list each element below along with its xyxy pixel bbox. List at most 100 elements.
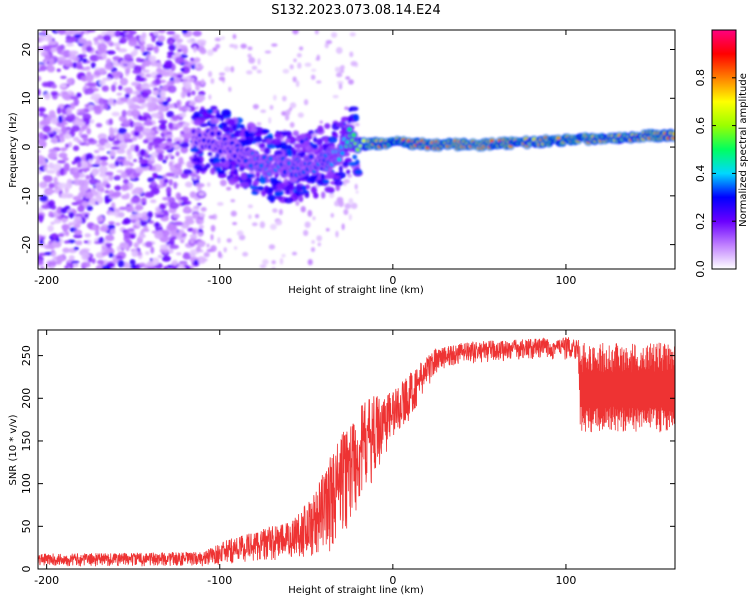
snr-x-tick-label: -100 — [207, 574, 232, 587]
spectrogram-cell — [193, 259, 199, 266]
spectrogram-cell — [333, 175, 341, 180]
spectrogram-cell — [75, 61, 83, 67]
spectrogram-cell — [281, 111, 287, 116]
spectrogram-cell — [44, 189, 54, 195]
spectrogram-cell — [73, 216, 82, 221]
spectrogram-cell — [240, 172, 248, 181]
spectrogram-cell — [140, 83, 151, 90]
spectrogram-cell — [284, 197, 294, 204]
spectrogram-cell — [114, 185, 122, 191]
spectrogram-cell — [112, 56, 121, 61]
spectrogram-cell — [41, 30, 48, 35]
spectrogram-x-label: Height of straight line (km) — [288, 285, 424, 296]
spectrogram-cell — [77, 109, 86, 113]
spectrogram-cell — [152, 172, 158, 179]
spectrogram-cell — [191, 129, 196, 134]
spectrogram-cell — [53, 219, 59, 224]
spectrogram-cell — [85, 153, 94, 161]
spectrogram-cell — [77, 37, 87, 44]
spectrogram-cell — [271, 266, 276, 269]
spectrogram-cell — [38, 181, 48, 189]
colorbar-tick-label: 0.6 — [694, 117, 707, 135]
spectrogram-cell — [240, 124, 245, 130]
spectrogram-cell — [182, 232, 187, 237]
spectrogram-cell — [85, 45, 93, 53]
spectrogram-cell — [94, 96, 99, 104]
spectrogram-cell — [63, 240, 70, 244]
spectrogram-cell — [140, 197, 147, 203]
spectrogram-cell — [233, 168, 239, 175]
spectrogram-cell — [255, 186, 265, 191]
spectrogram-cell — [39, 34, 44, 42]
spectrogram-cell — [230, 160, 238, 167]
spectrogram-cell — [217, 166, 222, 172]
spectrogram-cell — [230, 66, 235, 73]
spectrogram-cell — [125, 192, 130, 198]
spectrogram-cell — [50, 149, 58, 153]
spectrogram-cell — [345, 139, 350, 145]
spectrogram-cell — [127, 153, 133, 161]
spectrogram-cell — [157, 35, 166, 42]
spectrogram-cell — [189, 252, 196, 258]
spectrogram-cell — [167, 51, 175, 56]
spectrogram-cell — [247, 204, 253, 209]
spectrogram-cell — [91, 258, 96, 264]
spectrogram-cell — [161, 72, 170, 77]
spectrogram-cell — [311, 68, 317, 73]
spectrogram-cell — [268, 244, 276, 250]
spectrogram-cell — [489, 139, 495, 143]
spectrogram-cell — [348, 107, 353, 112]
spectrogram-cell — [249, 185, 258, 190]
spectrogram-cell — [121, 109, 127, 118]
spectrogram-cell — [66, 43, 75, 47]
spectrogram-cell — [251, 222, 258, 227]
spectrogram-cell — [64, 265, 70, 269]
snr-x-ticks: -200 -100 0 100 — [34, 330, 576, 587]
spectrogram-cell — [111, 71, 122, 78]
spectrogram-cell — [41, 81, 50, 88]
spectrogram-cell — [152, 62, 163, 67]
spectrogram-cell — [47, 152, 57, 160]
spectrogram-cell — [118, 134, 125, 142]
spectrogram-cell — [167, 248, 174, 254]
spectrogram-cell — [57, 115, 63, 124]
spectrogram-cell — [140, 44, 146, 53]
spectrogram-cell — [39, 236, 46, 240]
spectrogram-cell — [344, 203, 352, 210]
spectrogram-cell — [288, 136, 297, 145]
spectrogram-cell — [117, 127, 127, 135]
spectrogram-cell — [131, 249, 139, 257]
spectrogram-cell — [153, 30, 160, 37]
spectrogram-cell — [307, 259, 313, 266]
spectrogram-cell — [252, 179, 259, 186]
spectrogram-marks — [38, 30, 675, 269]
spectrogram-cell — [269, 104, 274, 110]
spectrogram-cell — [285, 137, 291, 144]
spectrogram-cell — [271, 183, 278, 191]
spectrogram-cell — [148, 220, 155, 224]
spectrogram-cell — [96, 195, 104, 204]
spectrogram-cell — [113, 42, 121, 47]
spectrogram-cell — [69, 95, 79, 100]
spectrogram-cell — [206, 243, 210, 248]
spectrogram-cell — [87, 159, 94, 164]
spectrogram-cell — [68, 54, 77, 61]
spectrogram-cell — [56, 68, 61, 73]
spectrogram-cell — [134, 204, 144, 211]
spectrogram-cell — [206, 182, 211, 187]
spectrogram-cell — [98, 67, 106, 75]
spectrogram-cell — [256, 122, 262, 126]
spectrogram-cell — [99, 156, 109, 161]
spectrogram-cell — [556, 136, 561, 140]
spectrogram-cell — [46, 261, 52, 268]
spectrogram-cell — [324, 174, 335, 179]
spectrogram-cell — [226, 238, 232, 243]
spectrogram-cell — [159, 90, 166, 98]
spectrogram-cell — [182, 132, 193, 140]
spectrogram-cell — [239, 181, 250, 188]
spectrogram-cell — [218, 76, 225, 81]
spectrogram-cell — [162, 196, 170, 201]
spectrogram-cell — [141, 102, 148, 108]
spectrogram-cell — [164, 155, 169, 161]
spectrogram-cell — [177, 48, 182, 53]
